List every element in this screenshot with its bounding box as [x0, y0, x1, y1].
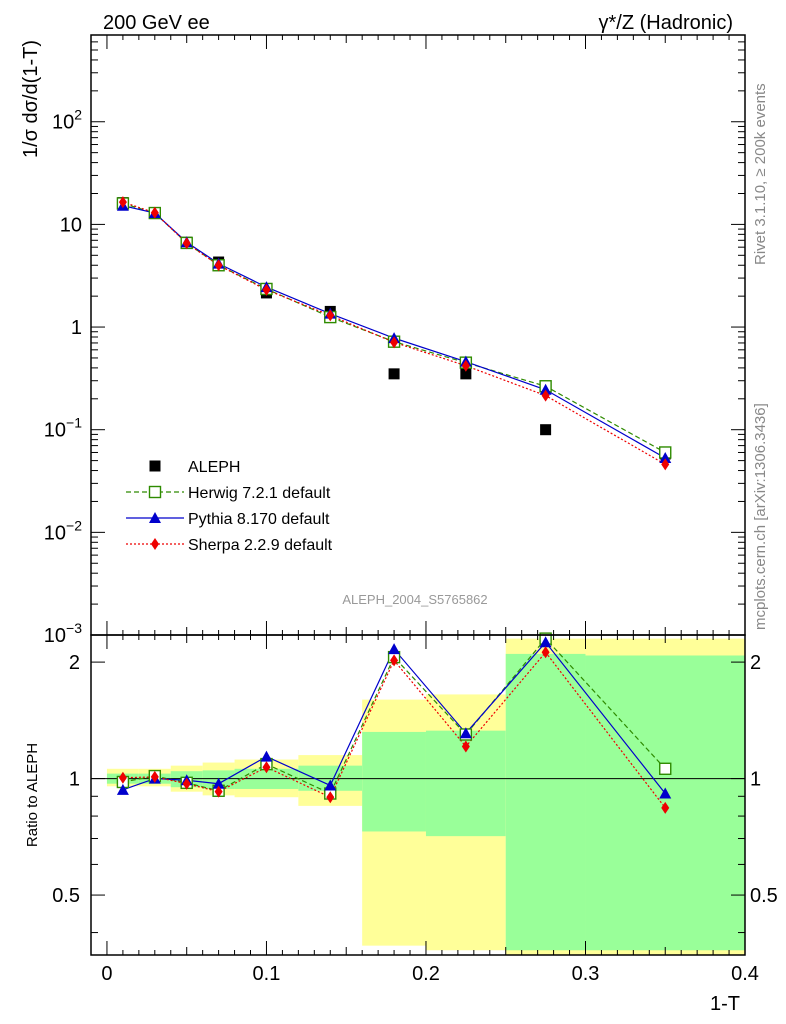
sherpa-ratio-point: [150, 770, 159, 783]
aleph-data-point: [540, 424, 552, 436]
main-y-tick-label: 10−1: [44, 415, 82, 442]
main-y-tick-label: 10−3: [44, 620, 82, 647]
pythia-main-line: [122, 205, 666, 459]
stat-uncertainty-band: [362, 731, 426, 832]
sherpa-ratio-point: [541, 646, 550, 659]
series-markers: [116, 196, 672, 814]
sherpa-main-point: [118, 196, 127, 209]
sherpa-ratio-point: [214, 785, 223, 798]
legend-aleph-label: ALEPH: [188, 459, 240, 476]
aleph-data-point: [460, 368, 472, 380]
sherpa-main-point: [461, 359, 470, 372]
pythia-ratio-point: [659, 787, 672, 799]
sherpa-main-line: [122, 201, 666, 465]
sherpa-main-point: [182, 237, 191, 250]
pythia-ratio-point: [116, 783, 129, 795]
x-tick-label: 0: [101, 963, 112, 985]
main-y-tick-label: 10: [60, 214, 82, 236]
axis-labels: 0 0.1 0.2 0.3 0.4 10−3 10−2 10−1 1 10 102 0.5 0.5 1 1 2…: [20, 12, 778, 1015]
ratio-plot-frame: [90, 634, 746, 956]
x-tick-label: 0.2: [412, 963, 440, 985]
header-right-title: γ*/Z (Hadronic): [599, 12, 733, 34]
pythia-ratio-point: [212, 777, 225, 789]
pythia-ratio-point: [459, 727, 472, 739]
ratio-y-axis-label: Ratio to ALEPH: [24, 743, 41, 847]
pythia-ratio-point: [388, 643, 401, 655]
pythia-ratio-point: [260, 750, 273, 762]
legend-aleph-marker: [149, 460, 161, 472]
pythia-ratio-point: [324, 779, 337, 791]
aleph-data-point: [388, 368, 400, 380]
sherpa-ratio-point: [661, 801, 670, 814]
pythia-main-point: [659, 452, 672, 464]
x-tick-label: 0.4: [731, 963, 759, 985]
x-tick-label: 0.1: [253, 963, 281, 985]
legend-pythia-label: Pythia 8.170 default: [188, 511, 330, 528]
sherpa-main-point: [541, 389, 550, 402]
axes-frames: [90, 34, 746, 956]
axis-ticks: [91, 34, 746, 955]
legend-sherpa-label: Sherpa 2.2.9 default: [188, 537, 333, 554]
pythia-ratio-point: [539, 636, 552, 648]
sherpa-ratio-point: [118, 771, 127, 784]
main-y-axis-label: 1/σ dσ/d(1-T): [20, 40, 42, 158]
sherpa-main-point: [390, 336, 399, 349]
sherpa-main-point: [262, 283, 271, 296]
ratio-y-tick-label-right: 0.5: [750, 885, 778, 907]
legend-pythia-marker: [149, 512, 161, 523]
sherpa-ratio-line: [122, 651, 666, 809]
analysis-watermark: ALEPH_2004_S5765862: [342, 592, 487, 607]
rivet-version-text: Rivet 3.1.10, ≥ 200k events: [752, 83, 769, 265]
sherpa-main-point: [214, 259, 223, 272]
sherpa-main-point: [150, 206, 159, 219]
ratio-y-tick-label-right: 1: [750, 769, 761, 791]
main-y-tick-label: 1: [71, 317, 82, 339]
legend-herwig-label: Herwig 7.2.1 default: [188, 485, 331, 502]
sherpa-ratio-point: [461, 740, 470, 753]
sherpa-ratio-point: [262, 761, 271, 774]
x-tick-label: 0.3: [572, 963, 600, 985]
main-y-tick-label: 102: [52, 107, 82, 134]
legend: ALEPH Herwig 7.2.1 default Pythia 8.170 de…: [126, 459, 333, 554]
sherpa-main-point: [661, 458, 670, 471]
herwig-ratio-point: [659, 762, 672, 775]
sherpa-ratio-point: [390, 654, 399, 667]
sherpa-ratio-point: [326, 791, 335, 804]
ratio-y-tick-label-left: 0.5: [52, 885, 80, 907]
ratio-y-tick-label-left: 1: [69, 769, 80, 791]
legend-sherpa-marker: [151, 538, 159, 550]
pythia-ratio-line: [122, 641, 666, 794]
sherpa-ratio-point: [182, 777, 191, 790]
stat-uncertainty-band: [505, 653, 586, 951]
main-y-tick-label: 10−2: [44, 517, 82, 544]
mcplots-text: mcplots.cern.ch [arXiv:1306.3436]: [752, 403, 769, 630]
legend-herwig-marker: [148, 485, 162, 499]
header-left-title: 200 GeV ee: [103, 12, 210, 34]
x-axis-label: 1-T: [710, 993, 740, 1015]
series-lines: [122, 201, 666, 809]
ratio-y-tick-label-right: 2: [750, 652, 761, 674]
herwig-main-line: [122, 202, 666, 453]
pythia-main-point: [539, 383, 552, 395]
sherpa-main-point: [326, 309, 335, 322]
ratio-y-tick-label-left: 2: [69, 652, 80, 674]
